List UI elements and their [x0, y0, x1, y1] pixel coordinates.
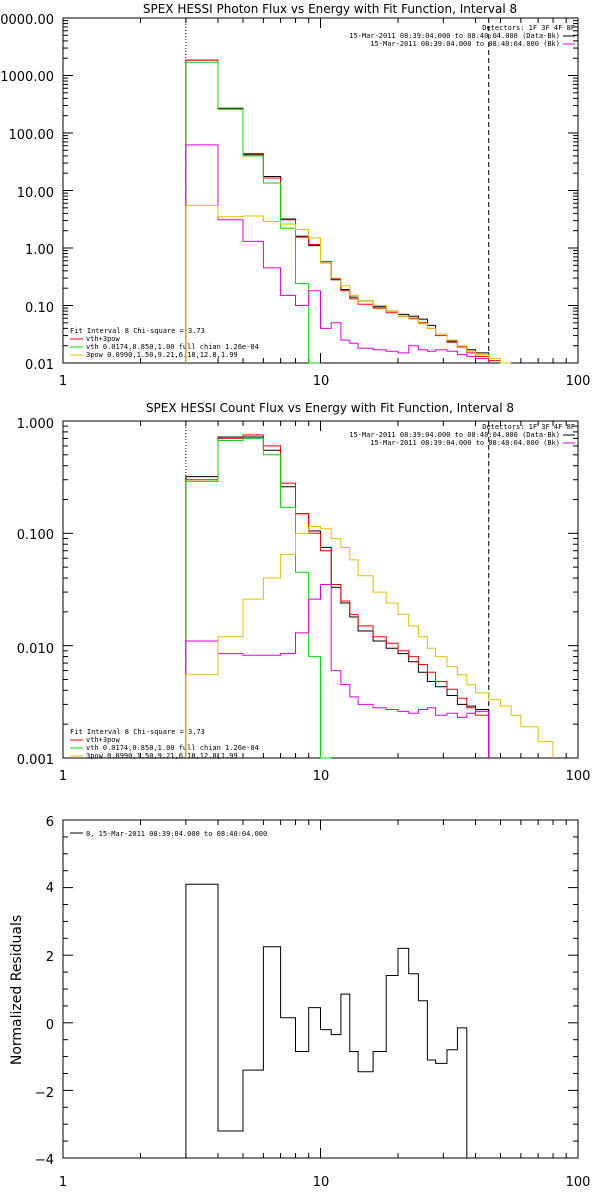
- series-vth-3pow: [185, 434, 490, 758]
- series-vth: [185, 437, 332, 759]
- y-tick-label: 0: [46, 1018, 54, 1033]
- y-tick-labels: 1.000 0.100 0.010 0.001: [17, 417, 54, 768]
- y-tick-label: 0.10: [25, 301, 54, 316]
- legend-fit-interval: Fit Interval 8 Chi-square = 3.73: [70, 728, 205, 736]
- legend-bottom: Fit Interval 8 Chi-square = 3.73 vth+3po…: [70, 327, 259, 359]
- series-3pow: [185, 526, 554, 758]
- legend-entry-3pow: 3pow 0.0990,1.50,9.21,6.18,12.8,1.99: [86, 351, 238, 359]
- legend-entry-3pow: 3pow 0.0990,1.50,9.21,6.18,12.8,1.99: [86, 752, 238, 760]
- y-tick-label: 6: [46, 815, 54, 830]
- legend-entry: 8, 15-Mar-2011 08:39:04.000 to 08:40:04.…: [86, 830, 267, 838]
- y-tick-label: 0.01: [25, 358, 54, 373]
- x-tick-label: 100: [566, 769, 591, 784]
- residuals-panel: Normalized Residuals 6 4 2 0 −2 −4 1 10 …: [9, 815, 590, 1190]
- legend: 8, 15-Mar-2011 08:39:04.000 to 08:40:04.…: [70, 830, 267, 838]
- series-vth: [185, 61, 321, 364]
- x-tick-labels: 1 10 100: [59, 1175, 591, 1190]
- x-tick-label: 10: [313, 1175, 330, 1190]
- legend-entry-data: 15-Mar-2011 08:39:04.000 to 08:40:04.000…: [349, 431, 560, 439]
- series-bk: [185, 584, 490, 758]
- photon-flux-panel: SPEX HESSI Photon Flux vs Energy with Fi…: [0, 2, 590, 389]
- y-tick-label: 10.00: [17, 186, 54, 201]
- legend-entry-bk: 15-Mar-2011 08:39:04.000 to 08:40:04.000…: [370, 439, 560, 447]
- y-tick-label: 4: [46, 881, 54, 896]
- legend-detectors: Detectors: 1F 3F 4F 8F: [482, 24, 575, 32]
- y-tick-label: 1.000: [17, 417, 54, 432]
- x-tick-labels: 1 10 100: [59, 374, 591, 389]
- chart-title: SPEX HESSI Photon Flux vs Energy with Fi…: [143, 2, 517, 16]
- y-axis-label: Normalized Residuals: [9, 915, 25, 1065]
- x-tick-label: 1: [59, 1175, 67, 1190]
- legend-entry-vth: vth 0.0174,0.850,1.00 full chian 1.26e-0…: [86, 744, 259, 752]
- legend-bottom: Fit Interval 8 Chi-square = 3.73 vth+3po…: [70, 728, 259, 760]
- legend-fit-interval: Fit Interval 8 Chi-square = 3.73: [70, 327, 205, 335]
- legend-top: Detectors: 1F 3F 4F 8F 15-Mar-2011 08:39…: [349, 423, 575, 447]
- x-tick-label: 10: [313, 769, 330, 784]
- legend-entry-vth: vth 0.0174,0.850,1.00 full chian 1.26e-0…: [86, 343, 259, 351]
- series-data-bk: [185, 436, 490, 758]
- y-tick-label: 1000.00: [0, 70, 54, 85]
- x-tick-labels: 1 10 100: [59, 769, 591, 784]
- series-bk: [185, 144, 490, 363]
- series-vth-3pow: [185, 59, 512, 364]
- series-data-bk: [185, 59, 490, 363]
- y-tick-label: 0000.00: [0, 13, 54, 28]
- series-residuals: [185, 883, 468, 1158]
- chart-title: SPEX HESSI Count Flux vs Energy with Fit…: [146, 401, 514, 415]
- x-tick-label: 100: [566, 374, 591, 389]
- y-tick-label: 0.001: [17, 753, 54, 768]
- y-tick-label: −4: [35, 1153, 54, 1168]
- legend-entry-total: vth+3pow: [86, 335, 121, 343]
- plot-frame: [62, 819, 579, 1159]
- series-3pow: [185, 204, 512, 364]
- x-tick-label: 100: [566, 1175, 591, 1190]
- y-tick-label: 0.010: [17, 642, 54, 657]
- x-tick-label: 10: [313, 374, 330, 389]
- legend-top: Detectors: 1F 3F 4F 8F 15-Mar-2011 08:39…: [349, 24, 575, 48]
- y-tick-label: 0.100: [17, 528, 54, 543]
- y-tick-label: 2: [46, 950, 54, 965]
- x-tick-label: 1: [59, 769, 67, 784]
- y-tick-label: 100.00: [9, 128, 55, 143]
- y-tick-label: 1.00: [25, 243, 54, 258]
- y-tick-labels: 0000.00 1000.00 100.00 10.00 1.00 0.10 0…: [0, 13, 54, 373]
- x-tick-label: 1: [59, 374, 67, 389]
- legend-entry-data: 15-Mar-2011 08:39:04.000 to 08:40:04.000…: [349, 32, 560, 40]
- legend-entry-total: vth+3pow: [86, 736, 121, 744]
- y-tick-label: −2: [35, 1086, 54, 1101]
- legend-detectors: Detectors: 1F 3F 4F 8F: [482, 423, 575, 431]
- y-tick-labels: 6 4 2 0 −2 −4: [35, 815, 54, 1168]
- legend-entry-bk: 15-Mar-2011 08:39:04.000 to 08:40:04.000…: [370, 40, 560, 48]
- count-flux-panel: SPEX HESSI Count Flux vs Energy with Fit…: [17, 401, 591, 784]
